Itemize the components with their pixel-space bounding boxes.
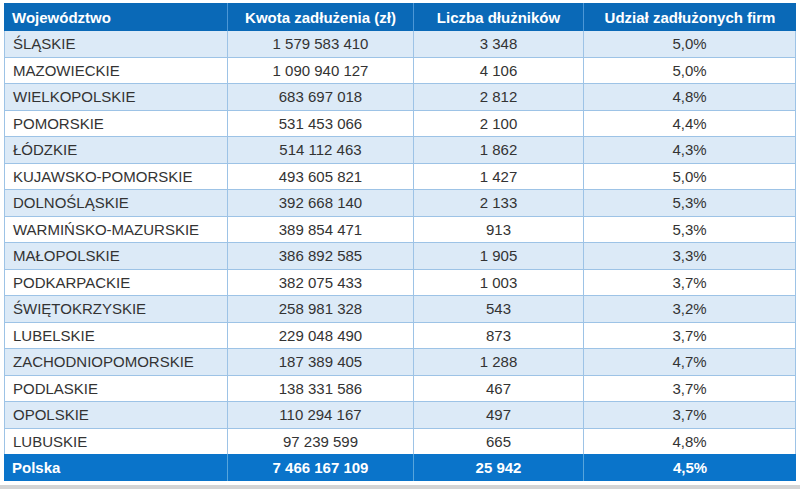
table-header-row: Województwo Kwota zadłużenia (zł) Liczba…	[4, 3, 796, 31]
value-cell: 3,7%	[583, 323, 796, 349]
total-label-cell: Polska	[4, 454, 227, 481]
value-cell: 389 854 471	[227, 217, 413, 243]
voivodeship-name-cell: KUJAWSKO-POMORSKIE	[4, 164, 227, 190]
value-cell: 3,3%	[583, 243, 796, 269]
value-cell: 1 579 583 410	[227, 31, 413, 57]
bottom-edge-strip	[0, 485, 800, 489]
voivodeship-name-cell: ŁÓDZKIE	[4, 137, 227, 163]
value-cell: 2 812	[413, 84, 583, 110]
value-cell: 382 075 433	[227, 270, 413, 296]
table-row: POMORSKIE531 453 0662 1004,4%	[4, 111, 796, 138]
value-cell: 5,0%	[583, 31, 796, 57]
voivodeship-name-cell: ŚWIĘTOKRZYSKIE	[4, 296, 227, 322]
value-cell: 1 905	[413, 243, 583, 269]
table-row: PODKARPACKIE382 075 4331 0033,7%	[4, 270, 796, 297]
voivodeship-name-cell: ZACHODNIOPOMORSKIE	[4, 349, 227, 375]
voivodeship-name-cell: MAŁOPOLSKIE	[4, 243, 227, 269]
table-row: LUBELSKIE229 048 4908733,7%	[4, 323, 796, 350]
header-cell-wojewodztwo: Województwo	[4, 3, 227, 31]
value-cell: 5,0%	[583, 164, 796, 190]
value-cell: 1 288	[413, 349, 583, 375]
value-cell: 5,3%	[583, 217, 796, 243]
value-cell: 258 981 328	[227, 296, 413, 322]
table-row: ŁÓDZKIE514 112 4631 8624,3%	[4, 137, 796, 164]
voivodeship-name-cell: MAZOWIECKIE	[4, 58, 227, 84]
table-row: WARMIŃSKO-MAZURSKIE389 854 4719135,3%	[4, 217, 796, 244]
table-row: WIELKOPOLSKIE683 697 0182 8124,8%	[4, 84, 796, 111]
value-cell: 497	[413, 402, 583, 428]
voivodeship-name-cell: PODLASKIE	[4, 376, 227, 402]
voivodeship-name-cell: WIELKOPOLSKIE	[4, 84, 227, 110]
value-cell: 683 697 018	[227, 84, 413, 110]
value-cell: 4,3%	[583, 137, 796, 163]
value-cell: 1 090 940 127	[227, 58, 413, 84]
value-cell: 873	[413, 323, 583, 349]
value-cell: 493 605 821	[227, 164, 413, 190]
value-cell: 3,7%	[583, 270, 796, 296]
voivodeship-name-cell: POMORSKIE	[4, 111, 227, 137]
value-cell: 5,3%	[583, 190, 796, 216]
total-kwota-cell: 7 466 167 109	[227, 454, 413, 481]
value-cell: 187 389 405	[227, 349, 413, 375]
table-row: LUBUSKIE97 239 5996654,8%	[4, 429, 796, 455]
voivodeship-name-cell: ŚLĄSKIE	[4, 31, 227, 57]
table-row: MAZOWIECKIE1 090 940 1274 1065,0%	[4, 58, 796, 85]
value-cell: 467	[413, 376, 583, 402]
value-cell: 229 048 490	[227, 323, 413, 349]
value-cell: 543	[413, 296, 583, 322]
value-cell: 1 003	[413, 270, 583, 296]
value-cell: 3,2%	[583, 296, 796, 322]
voivodeship-name-cell: LUBUSKIE	[4, 429, 227, 455]
value-cell: 3,7%	[583, 402, 796, 428]
voivodeship-name-cell: DOLNOŚLĄSKIE	[4, 190, 227, 216]
value-cell: 3 348	[413, 31, 583, 57]
table-row: PODLASKIE138 331 5864673,7%	[4, 376, 796, 403]
value-cell: 2 133	[413, 190, 583, 216]
value-cell: 514 112 463	[227, 137, 413, 163]
value-cell: 1 862	[413, 137, 583, 163]
header-cell-udzial-zadluzonych-firm: Udział zadłużonych firm	[583, 3, 796, 31]
voivodeship-name-cell: LUBELSKIE	[4, 323, 227, 349]
header-cell-liczba-dluznikow: Liczba dłużników	[413, 3, 583, 31]
value-cell: 138 331 586	[227, 376, 413, 402]
value-cell: 1 427	[413, 164, 583, 190]
total-udzial-cell: 4,5%	[583, 454, 796, 481]
value-cell: 392 668 140	[227, 190, 413, 216]
value-cell: 4,8%	[583, 429, 796, 455]
header-cell-kwota-zadluzenia: Kwota zadłużenia (zł)	[227, 3, 413, 31]
value-cell: 5,0%	[583, 58, 796, 84]
table-row: ZACHODNIOPOMORSKIE187 389 4051 2884,7%	[4, 349, 796, 376]
value-cell: 2 100	[413, 111, 583, 137]
voivodeship-debt-table: Województwo Kwota zadłużenia (zł) Liczba…	[4, 3, 796, 481]
value-cell: 3,7%	[583, 376, 796, 402]
table-body: ŚLĄSKIE1 579 583 4103 3485,0%MAZOWIECKIE…	[4, 31, 796, 454]
total-liczba-cell: 25 942	[413, 454, 583, 481]
value-cell: 4,4%	[583, 111, 796, 137]
value-cell: 4 106	[413, 58, 583, 84]
voivodeship-name-cell: WARMIŃSKO-MAZURSKIE	[4, 217, 227, 243]
table-row: KUJAWSKO-POMORSKIE493 605 8211 4275,0%	[4, 164, 796, 191]
table-row: ŚWIĘTOKRZYSKIE258 981 3285433,2%	[4, 296, 796, 323]
table-row: MAŁOPOLSKIE386 892 5851 9053,3%	[4, 243, 796, 270]
value-cell: 531 453 066	[227, 111, 413, 137]
value-cell: 97 239 599	[227, 429, 413, 455]
table-row: DOLNOŚLĄSKIE392 668 1402 1335,3%	[4, 190, 796, 217]
value-cell: 913	[413, 217, 583, 243]
value-cell: 386 892 585	[227, 243, 413, 269]
value-cell: 4,7%	[583, 349, 796, 375]
value-cell: 665	[413, 429, 583, 455]
table-row: ŚLĄSKIE1 579 583 4103 3485,0%	[4, 31, 796, 58]
value-cell: 110 294 167	[227, 402, 413, 428]
table-total-row: Polska 7 466 167 109 25 942 4,5%	[4, 454, 796, 481]
voivodeship-name-cell: OPOLSKIE	[4, 402, 227, 428]
value-cell: 4,8%	[583, 84, 796, 110]
voivodeship-name-cell: PODKARPACKIE	[4, 270, 227, 296]
table-row: OPOLSKIE110 294 1674973,7%	[4, 402, 796, 429]
